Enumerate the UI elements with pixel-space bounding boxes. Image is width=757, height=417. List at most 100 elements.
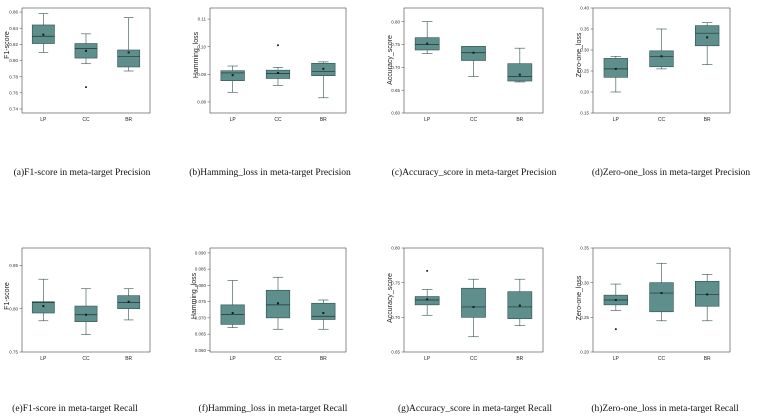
panel-b-lp-mean-marker [231,74,234,77]
panel-f-ytick-label: 0.090 [195,250,207,255]
panel-g-ytick-label: 0.65 [391,350,400,355]
panel-c-ytick-label: 0.60 [391,111,400,116]
panel-c-frame [403,7,544,114]
panel-f-cc-mean-marker [277,302,279,305]
panel-f-frame [209,247,347,353]
panel-a-ytick-label: 0.82 [9,42,18,47]
panel-f-ytick-label: 0.065 [195,332,207,337]
panel-a-cc-mean-marker [85,49,87,52]
panel-d-ytick-label: 0.20 [580,90,589,95]
panel-a-ytick-label: 0.76 [9,90,18,95]
panel-d-lp-mean-marker [614,67,617,70]
panel-c-cc-mean-marker [472,51,475,54]
panel-a-br-mean-marker [127,51,130,54]
panel-d-br-mean-marker [706,36,709,39]
panel-c-ytick-label: 0.80 [391,19,400,24]
panel-e-ytick-label: 0.85 [9,263,18,268]
panel-g-cc-xtick-label: CC [470,356,478,362]
panel-c-br-box [507,63,533,82]
panel-f-lp-xtick-label: LP [230,356,237,362]
panel-b-cc-xtick-label: CC [274,117,282,123]
panel-c-br-xtick-label: BR [516,117,523,123]
panel-b-caption: (b)Hamming_loss in meta-target Precision [189,167,351,178]
panel-f-ytick-label: 0.060 [195,348,207,353]
panel-d-ytick-label: 0.35 [580,27,589,32]
panel-f-cc-xtick-label: CC [274,356,282,362]
panel-d-cc-xtick-label: CC [658,117,666,123]
panel-g-lp-box [414,296,440,306]
panel-a-ytick-label: 0.80 [9,58,18,63]
panel-h-br-mean-marker [706,293,709,296]
panel-f-lp-mean-marker [231,312,234,314]
panel-b-ytick-label: 0.09 [197,72,206,77]
panel-a-br-xtick-label: BR [125,117,132,123]
panel-h-cc-mean-marker [660,292,663,295]
panel-d-frame [592,7,731,114]
panel-h-lp-outlier-point [614,328,617,331]
panel-a-lp-mean-marker [42,33,45,36]
panel-d-br-xtick-label: BR [704,117,711,123]
panel-f-br-mean-marker [322,312,325,314]
panel-g-ytick-label: 0.75 [391,280,400,285]
panel-f-ylabel: Hamming_loss [191,272,198,319]
panel-a-ylabel: F1-score [4,31,11,59]
panel-b-cc-outlier-point [277,44,279,47]
panel-h-ytick-label: 0.25 [580,315,589,320]
panel-a-ytick-label: 0.86 [9,10,18,15]
panel-d-lp-xtick-label: LP [613,117,620,123]
panel-c-cc-xtick-label: CC [470,117,478,123]
panel-b-br-xtick-label: BR [320,117,327,123]
panel-g-br-xtick-label: BR [516,356,523,362]
panel-g-cc-mean-marker [472,305,475,308]
panel-a: F1-score (a)F1-score in meta-target Prec… [4,7,151,178]
panel-h-ytick-label: 0.35 [580,246,589,251]
panel-d-cc-box [649,50,674,68]
panel-f-caption: (f)Hamming_loss in meta-target Recall [199,403,348,414]
panel-g-ylabel: Accuracy_score [387,273,394,323]
panel-e-lp-xtick-label: LP [40,356,47,362]
panel-b-ytick-label: 0.11 [198,17,207,22]
panel-h-lp-xtick-label: LP [613,356,620,362]
panel-b-ylabel: Hamming_loss [193,31,200,78]
panel-h-cc-box [649,282,674,313]
panel-b-ytick-label: 0.10 [197,44,206,49]
panel-e-br-xtick-label: BR [125,356,132,362]
panel-e: F1-score (e)F1-score in meta-target Reca… [4,247,151,414]
panel-g-lp-outlier-point [426,269,429,272]
panel-c-ytick-label: 0.70 [391,65,400,70]
panel-h-caption: (h)Zero-one_loss in meta-target Recall [591,403,739,414]
panel-e-frame [21,247,151,353]
panel-a-cc-xtick-label: CC [82,117,90,123]
panel-g-ytick-label: 0.70 [391,315,400,320]
panel-d-caption: (d)Zero-one_loss in meta-target Precisio… [592,167,751,178]
panel-h-frame [592,247,731,353]
panel-a-br-box [117,49,141,68]
panel-h-br-xtick-label: BR [704,356,711,362]
panel-g-br-mean-marker [518,304,521,307]
panel-a-ytick-label: 0.78 [9,74,18,79]
panel-f-br-box [311,302,336,320]
panel-b: Hamming_loss (b)Hamming_loss in meta-tar… [189,7,351,178]
panel-f-ytick-label: 0.070 [195,315,207,320]
panel-f-ytick-label: 0.085 [195,267,207,272]
panel-e-br-mean-marker [127,300,130,303]
panel-h-lp-mean-marker [614,299,617,301]
panel-h-ylabel: Zero-one_loss [576,275,583,320]
panel-c: Accuracy_score (c)Accuracy_score in meta… [387,7,557,178]
panel-c-ylabel: Accuracy_score [387,35,394,85]
panel-b-cc-box [265,69,291,79]
panel-a-caption: (a)F1-score in meta-target Precision [14,167,151,178]
panel-h-ytick-label: 0.30 [580,280,589,285]
panel-g-caption: (g)Accuracy_score in meta-target Recall [398,403,552,414]
panel-b-lp-xtick-label: LP [230,117,237,123]
panel-g-ytick-label: 0.80 [391,246,400,251]
panel-d-ytick-label: 0.25 [580,69,589,74]
panel-h-cc-xtick-label: CC [658,356,666,362]
panel-d-ylabel: Zero-one_loss [576,32,583,77]
panel-c-ytick-label: 0.65 [391,88,400,93]
panel-e-caption: (e)F1-score in meta-target Recall [12,403,138,414]
panel-b-br-mean-marker [322,67,325,70]
panel-g-lp-xtick-label: LP [424,356,431,362]
panel-a-ytick-label: 0.74 [9,107,18,112]
